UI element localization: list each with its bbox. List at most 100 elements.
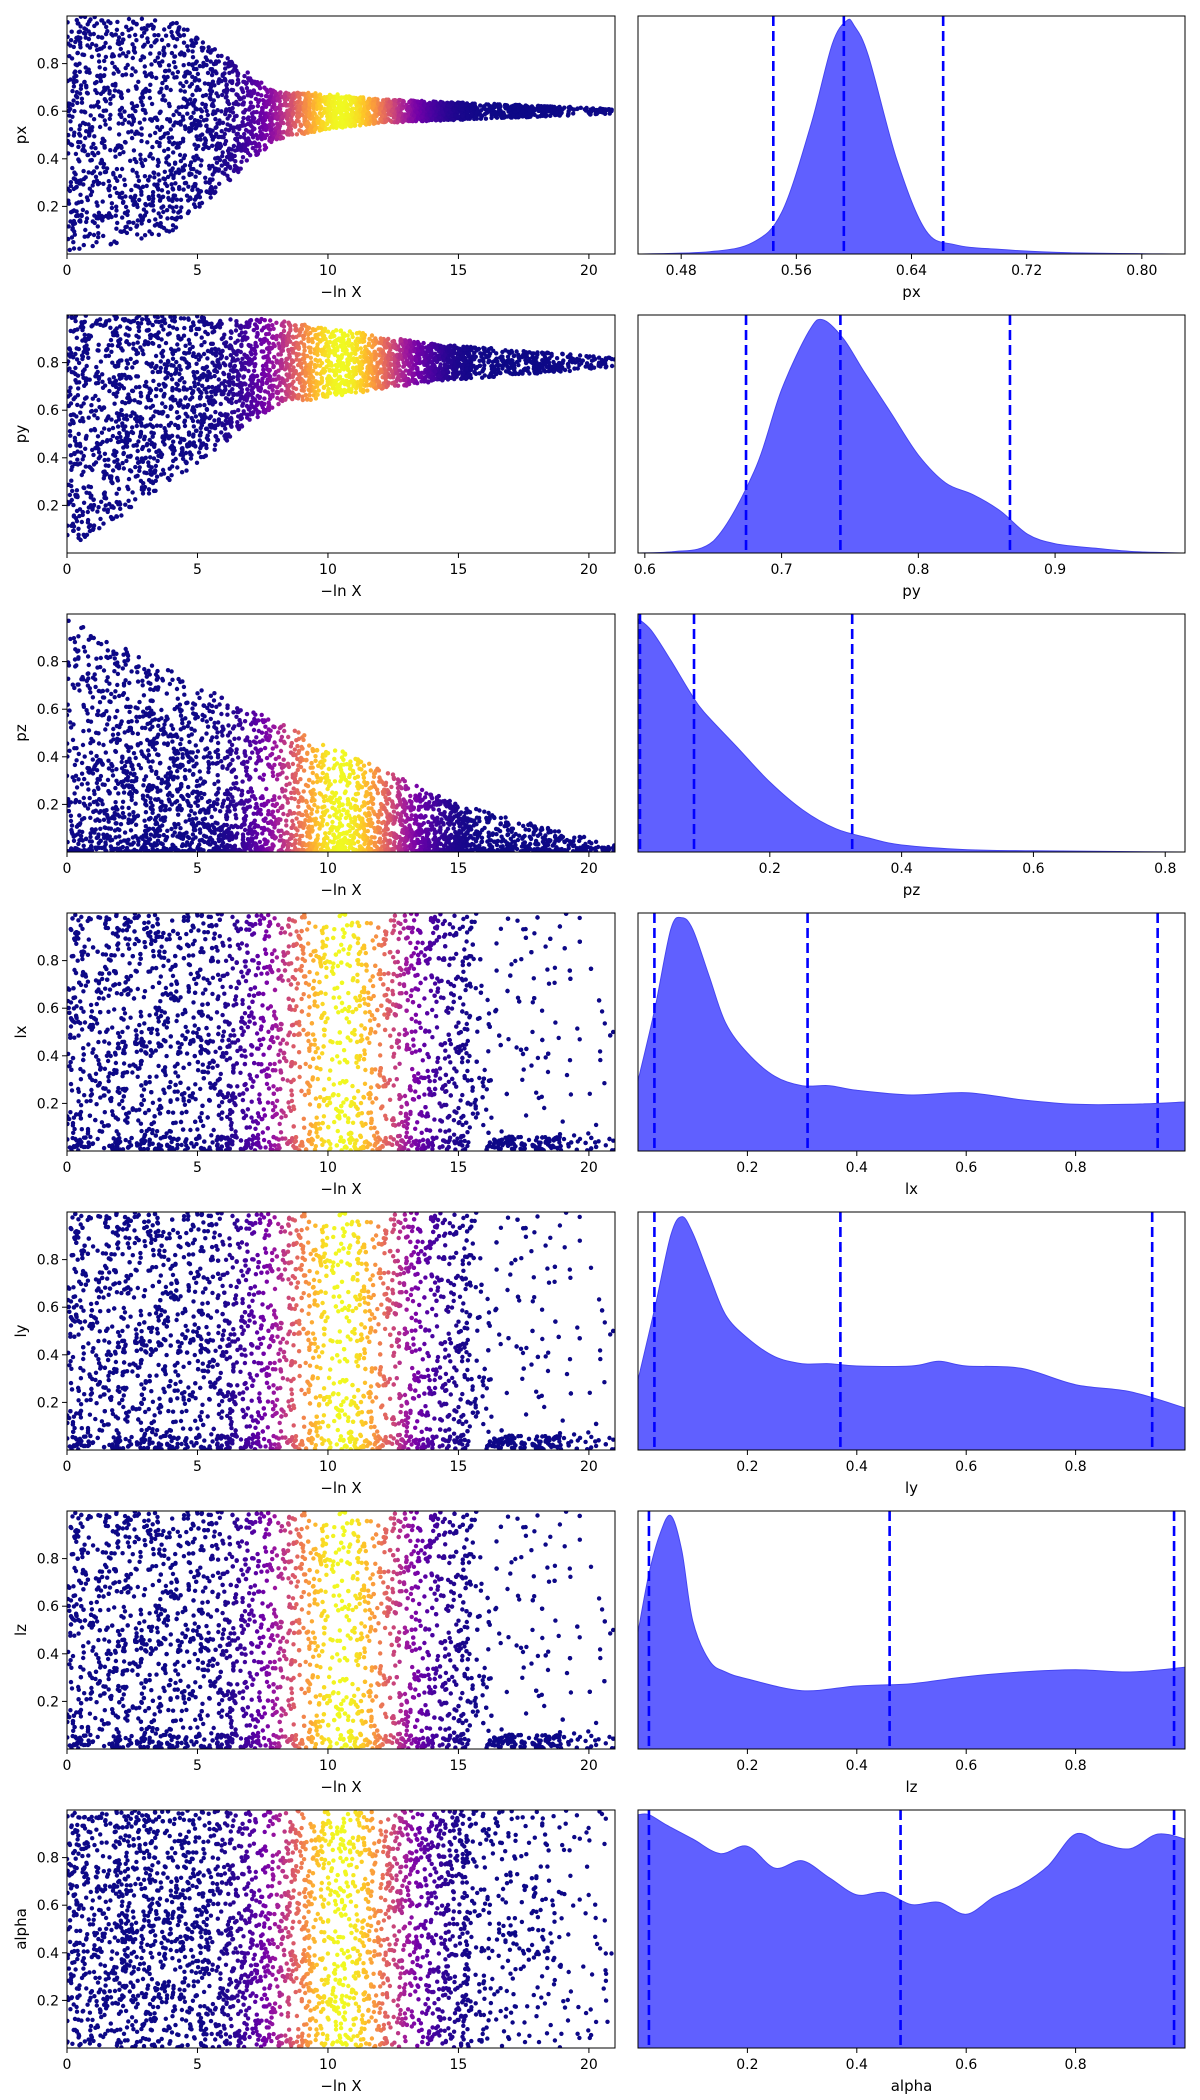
trace-px-point [153, 217, 158, 222]
trace-px-point [495, 112, 500, 117]
trace-px-point [245, 117, 251, 122]
trace-py-point [285, 333, 291, 338]
trace-py-point [104, 439, 110, 444]
trace-px-point [527, 108, 533, 114]
trace-px-point [298, 123, 304, 129]
trace-px-point [294, 132, 300, 137]
trace-px-point [109, 205, 115, 211]
trace-px-point [68, 219, 73, 224]
trace-py-point [97, 317, 103, 322]
trace-px-point [147, 174, 153, 179]
trace-px-point [159, 37, 165, 43]
trace-py-point [103, 353, 109, 359]
trace-px-point [204, 108, 209, 114]
trace-px-point [147, 72, 152, 77]
trace-py-point [70, 488, 75, 494]
trace-px-point [240, 155, 246, 160]
trace-px-point [68, 119, 73, 124]
trace-px-point [68, 180, 74, 185]
trace-px-point [328, 106, 333, 112]
trace-px-point [208, 188, 214, 194]
trace-px-point [206, 145, 211, 151]
trace-py-point [231, 375, 236, 380]
trace-px-point [395, 120, 400, 125]
trace-px-point [114, 204, 119, 209]
trace-px-point [129, 72, 134, 78]
trace-px-point [205, 70, 211, 76]
trace-py-point [151, 378, 156, 384]
trace-px-point [94, 165, 100, 170]
trace-px-point [253, 141, 258, 146]
trace-px-point [340, 119, 345, 125]
trace-px-point [450, 117, 455, 122]
trace-px-point [89, 145, 94, 150]
trace-px-point [101, 233, 106, 239]
trace-px-point [321, 99, 327, 104]
trace-px-point [119, 114, 124, 120]
trace-px-point [67, 113, 72, 118]
trace-px-point [250, 81, 255, 86]
trace-px-point [160, 80, 165, 86]
trace-px-point [371, 115, 376, 120]
trace-px-point [81, 242, 87, 248]
trace-py-point [97, 405, 102, 410]
trace-px-point [176, 105, 181, 110]
trace-px-point [138, 96, 143, 101]
posterior-px-xtick-label: 0.56 [781, 263, 812, 279]
trace-px-point [250, 91, 255, 96]
trace-py-point [74, 488, 80, 493]
trace-px-point [102, 58, 107, 64]
trace-px-point [211, 98, 216, 103]
trace-py-point [326, 374, 331, 379]
trace-px-point [78, 133, 83, 138]
trace-px-point [116, 143, 122, 148]
trace-px-point [223, 66, 228, 71]
trace-px-point [332, 110, 337, 115]
trace-px-point [93, 146, 98, 151]
trace-px-point [117, 151, 123, 157]
trace-px-point [94, 79, 99, 85]
trace-px-point [180, 114, 185, 119]
trace-px-point [391, 115, 397, 120]
trace-px-point [112, 83, 118, 88]
trace-px-point [115, 178, 120, 183]
trace-px-point [138, 186, 143, 191]
trace-px-point [389, 108, 394, 114]
trace-px-point [356, 96, 362, 101]
trace-px-point [194, 88, 199, 93]
trace-px-point [152, 18, 158, 23]
trace-px-point [91, 31, 97, 37]
trace-px-point [117, 191, 122, 197]
trace-px-point [235, 131, 240, 136]
trace-px-point [263, 93, 269, 99]
trace-px-point [111, 71, 116, 76]
trace-py-point [136, 328, 142, 334]
trace-px-point [156, 160, 161, 165]
trace-px-point [112, 148, 118, 153]
trace-px-point [130, 198, 135, 203]
trace-py-point [160, 315, 165, 319]
trace-px-point [430, 102, 435, 107]
trace-px-point [155, 125, 160, 130]
trace-py-point [175, 465, 180, 470]
trace-px-point [185, 27, 190, 32]
trace-px-point [328, 94, 333, 99]
trace-px-point [555, 105, 561, 111]
trace-px-point [555, 110, 560, 115]
trace-px-point [73, 172, 78, 177]
trace-py-point [138, 321, 144, 326]
trace-px-point [227, 153, 232, 158]
trace-py-point [70, 464, 75, 470]
trace-px-point [173, 181, 178, 186]
trace-px-point [156, 232, 161, 237]
trace-px-point [103, 40, 108, 46]
trace-px-point [107, 45, 113, 50]
trace-py-point [75, 449, 80, 454]
trace-px-point [225, 173, 230, 178]
trace-px-point [135, 232, 140, 237]
trace-px-point [406, 105, 411, 111]
trace-px-point [229, 80, 235, 86]
trace-py-point [135, 340, 140, 345]
trace-px-point [170, 21, 176, 26]
